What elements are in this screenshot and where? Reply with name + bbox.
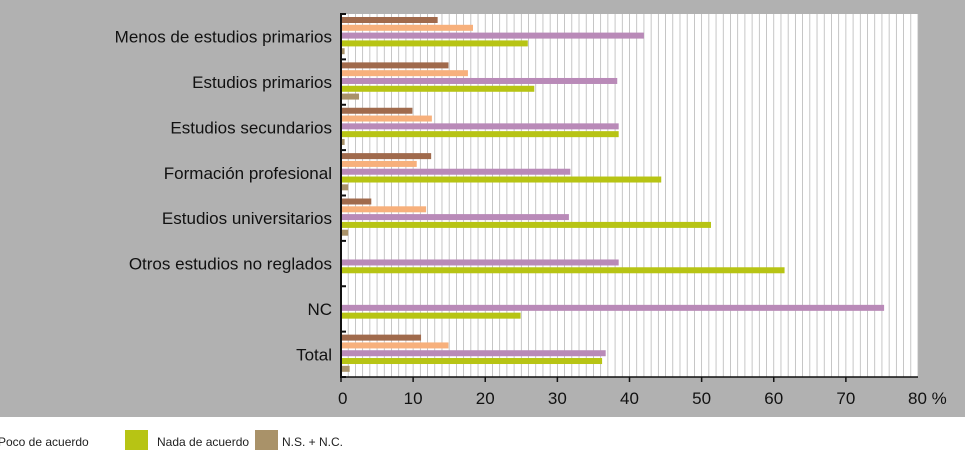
- legend-label: N.S. + N.C.: [282, 435, 343, 449]
- bar: [341, 85, 535, 92]
- bar: [341, 221, 712, 228]
- bar: [341, 32, 644, 39]
- bar: [341, 115, 432, 122]
- bar: [341, 138, 345, 145]
- bar: [341, 176, 662, 183]
- bar: [341, 160, 417, 167]
- category-label: Estudios secundarios: [170, 118, 332, 137]
- bar: [341, 184, 349, 191]
- legend-swatch: [255, 430, 278, 450]
- x-tick-label: 70: [836, 389, 855, 408]
- bar: [341, 48, 345, 55]
- legend-label: Poco de acuerdo: [0, 435, 89, 449]
- x-tick-label: 0: [338, 389, 347, 408]
- bar: [341, 304, 885, 311]
- bar: [341, 123, 619, 130]
- bar: [341, 206, 427, 213]
- bar: [341, 153, 432, 160]
- bar: [341, 267, 785, 274]
- x-tick-label: 10: [404, 389, 423, 408]
- bar: [341, 62, 449, 69]
- bar: [341, 77, 618, 84]
- bar: [341, 24, 473, 31]
- legend: Poco de acuerdo Nada de acuerdo N.S. + N.C…: [0, 430, 343, 450]
- category-label: Total: [296, 345, 332, 364]
- bar: [341, 198, 372, 205]
- bar: [341, 312, 521, 319]
- bar: [341, 365, 350, 372]
- bar: [341, 40, 528, 47]
- bar: [341, 229, 349, 236]
- x-tick-label: 80 %: [908, 389, 947, 408]
- bars: [341, 17, 885, 372]
- bar: [341, 259, 619, 266]
- axes: [340, 13, 918, 382]
- bar: [341, 214, 569, 221]
- x-tick-label: 50: [692, 389, 711, 408]
- category-label: Menos de estudios primarios: [115, 28, 332, 47]
- category-label: NC: [307, 300, 332, 319]
- bar: [341, 342, 449, 349]
- x-tick-label: 40: [620, 389, 639, 408]
- category-label: Otros estudios no reglados: [129, 255, 332, 274]
- category-label: Estudios universitarios: [162, 209, 332, 228]
- bar: [341, 107, 413, 114]
- bar: [341, 350, 606, 357]
- bar: [341, 93, 360, 100]
- legend-swatch: [125, 430, 148, 450]
- legend-label: Nada de acuerdo: [157, 435, 249, 449]
- category-label: Formación profesional: [164, 164, 332, 183]
- bar: [341, 70, 468, 77]
- bar: [341, 334, 422, 341]
- x-tick-label: 30: [548, 389, 567, 408]
- bar: [341, 17, 438, 23]
- category-labels: Menos de estudios primarios Estudios prim…: [115, 28, 332, 365]
- category-label: Estudios primarios: [192, 73, 332, 92]
- bar: [341, 168, 571, 175]
- x-tick-label: 60: [764, 389, 783, 408]
- x-tick-label: 20: [476, 389, 495, 408]
- bar: [341, 131, 619, 138]
- x-tick-labels: 0 10 20 30 40 50 60 70 80 %: [338, 389, 947, 408]
- bar: [341, 358, 603, 365]
